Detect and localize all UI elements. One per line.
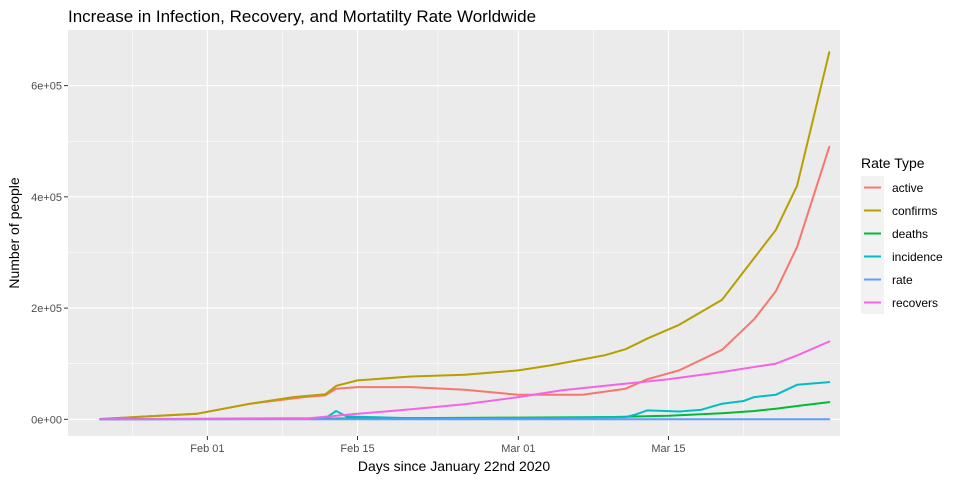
legend-title: Rate Type <box>861 155 925 171</box>
y-axis: 0e+00 2e+05 4e+05 6e+05 <box>31 81 68 426</box>
x-axis: Feb 01 Feb 15 Mar 01 Mar 15 <box>190 436 686 455</box>
x-tick-label: Feb 15 <box>340 443 374 455</box>
legend: Rate Type active confirms deaths incidence r… <box>861 155 943 314</box>
legend-label-rate: rate <box>892 273 913 287</box>
plot-panel <box>68 30 840 436</box>
y-tick-label: 2e+05 <box>31 303 62 315</box>
series-lines <box>99 51 831 421</box>
series-line-recovers <box>99 340 831 421</box>
minor-gridlines <box>68 30 840 436</box>
series-line-confirms <box>99 51 831 420</box>
x-tick-label: Feb 01 <box>190 443 224 455</box>
major-gridlines <box>68 30 840 436</box>
legend-label-deaths: deaths <box>892 227 928 241</box>
y-tick-label: 6e+05 <box>31 81 62 93</box>
legend-label-active: active <box>892 181 924 195</box>
legend-label-confirms: confirms <box>892 204 937 218</box>
x-tick-label: Mar 01 <box>501 443 535 455</box>
y-axis-title: Number of people <box>6 177 22 289</box>
y-tick-label: 4e+05 <box>31 192 62 204</box>
legend-label-incidence: incidence <box>892 250 943 264</box>
y-tick-label: 0e+00 <box>31 414 62 426</box>
x-tick-label: Mar 15 <box>651 443 685 455</box>
x-axis-title: Days since January 22nd 2020 <box>358 458 550 474</box>
legend-label-recovers: recovers <box>892 296 938 310</box>
chart-title: Increase in Infection, Recovery, and Mor… <box>68 7 536 26</box>
